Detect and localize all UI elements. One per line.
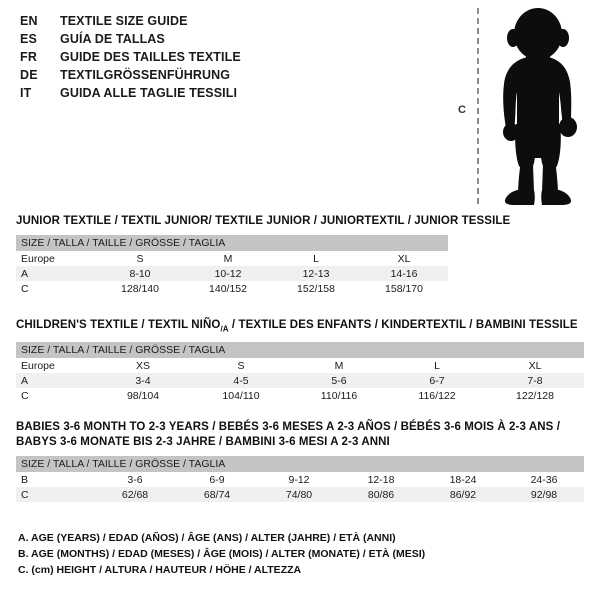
cell: 6-7 [388, 373, 486, 389]
language-title: GUIDE DES TAILLES TEXTILE [60, 50, 241, 64]
cell: 92/98 [504, 487, 585, 502]
row-label: B [16, 472, 94, 487]
cell: 12-18 [340, 472, 422, 487]
cell: 62/68 [94, 487, 176, 502]
cell: 86/92 [422, 487, 504, 502]
cell: M [184, 251, 272, 266]
junior-size-table: SIZE / TALLA / TAILLE / GRÖSSE / TAGLIA … [16, 235, 449, 296]
cell: 68/74 [176, 487, 258, 502]
cell: S [192, 358, 290, 374]
language-code: DE [20, 68, 38, 82]
table-row: B 3-6 6-9 9-12 12-18 18-24 24-36 [16, 472, 585, 487]
language-code: IT [20, 86, 32, 100]
cell: 24-36 [504, 472, 585, 487]
cell: 3-6 [94, 472, 176, 487]
language-title: GUIDA ALLE TAGLIE TESSILI [60, 86, 238, 100]
cell: 74/80 [258, 487, 340, 502]
table-row: C 98/104 104/110 110/116 116/122 122/128 [16, 388, 584, 404]
section-childrens-textile: CHILDREN'S TEXTILE / TEXTIL NIÑO/A / TEX… [16, 318, 584, 404]
size-header-label: SIZE / TALLA / TAILLE / GRÖSSE / TAGLIA [16, 235, 449, 251]
table-row: C 62/68 68/74 74/80 80/86 86/92 92/98 [16, 487, 585, 502]
row-label: A [16, 266, 96, 281]
language-title: TEXTILE SIZE GUIDE [60, 14, 188, 28]
language-code: EN [20, 14, 38, 28]
section-title: CHILDREN'S TEXTILE / TEXTIL NIÑO/A / TEX… [16, 318, 584, 336]
table-header-bar: SIZE / TALLA / TAILLE / GRÖSSE / TAGLIA [16, 235, 449, 251]
cell: 3-4 [94, 373, 192, 389]
cell: 5-6 [290, 373, 388, 389]
figure-area: C [440, 0, 600, 215]
cell: 6-9 [176, 472, 258, 487]
table-header-bar: SIZE / TALLA / TAILLE / GRÖSSE / TAGLIA [16, 342, 584, 359]
language-row: ES GUÍA DE TALLAS [20, 32, 320, 50]
section-junior-textile: JUNIOR TEXTILE / TEXTIL JUNIOR/ TEXTILE … [16, 214, 511, 296]
legend-block: A. AGE (YEARS) / EDAD (AÑOS) / ÂGE (ANS)… [18, 530, 425, 578]
cell: 14-16 [360, 266, 449, 281]
cell: 10-12 [184, 266, 272, 281]
cell: 12-13 [272, 266, 360, 281]
table-row: Europe S M L XL [16, 251, 449, 266]
cell: 140/152 [184, 281, 272, 296]
section-title-pre: CHILDREN'S TEXTILE / TEXTIL NIÑO [16, 319, 221, 331]
cell: 152/158 [272, 281, 360, 296]
table-row: A 8-10 10-12 12-13 14-16 [16, 266, 449, 281]
row-label: Europe [16, 251, 96, 266]
table-row: A 3-4 4-5 5-6 6-7 7-8 [16, 373, 584, 389]
table-row: C 128/140 140/152 152/158 158/170 [16, 281, 449, 296]
cell: 80/86 [340, 487, 422, 502]
size-header-label: SIZE / TALLA / TAILLE / GRÖSSE / TAGLIA [16, 342, 584, 359]
table-row: Europe XS S M L XL [16, 358, 584, 374]
cell: L [388, 358, 486, 374]
size-header-label: SIZE / TALLA / TAILLE / GRÖSSE / TAGLIA [16, 456, 585, 472]
language-title: GUÍA DE TALLAS [60, 32, 165, 46]
row-label: Europe [16, 358, 94, 374]
babies-size-table: SIZE / TALLA / TAILLE / GRÖSSE / TAGLIA … [16, 456, 585, 502]
cell: XL [360, 251, 449, 266]
section-title-line2: BABYS 3-6 MONATE BIS 2-3 JAHRE / BAMBINI… [16, 436, 390, 448]
language-title: TEXTILGRÖSSENFÜHRUNG [60, 68, 231, 82]
cell: XL [486, 358, 584, 374]
cell: 116/122 [388, 388, 486, 404]
language-row: DE TEXTILGRÖSSENFÜHRUNG [20, 68, 320, 86]
toddler-silhouette-icon [503, 8, 577, 205]
cell: 9-12 [258, 472, 340, 487]
language-header-block: EN TEXTILE SIZE GUIDE ES GUÍA DE TALLAS … [20, 14, 320, 104]
cell: L [272, 251, 360, 266]
language-row: EN TEXTILE SIZE GUIDE [20, 14, 320, 32]
language-row: FR GUIDE DES TAILLES TEXTILE [20, 50, 320, 68]
legend-line-b: B. AGE (MONTHS) / EDAD (MESES) / ÂGE (MO… [18, 548, 426, 560]
section-title-line1: BABIES 3-6 MONTH TO 2-3 YEARS / BEBÉS 3-… [16, 421, 560, 433]
cell: 104/110 [192, 388, 290, 404]
cell: 4-5 [192, 373, 290, 389]
children-size-table: SIZE / TALLA / TAILLE / GRÖSSE / TAGLIA … [16, 342, 584, 404]
cell: 122/128 [486, 388, 584, 404]
section-babies-textile: BABIES 3-6 MONTH TO 2-3 YEARS / BEBÉS 3-… [16, 420, 585, 502]
cell: 98/104 [94, 388, 192, 404]
cell: 8-10 [96, 266, 184, 281]
height-measure-line [477, 8, 479, 204]
cell: 18-24 [422, 472, 504, 487]
row-label: A [16, 373, 94, 389]
legend-line-a: A. AGE (YEARS) / EDAD (AÑOS) / ÂGE (ANS)… [18, 532, 396, 544]
cell: S [96, 251, 184, 266]
row-label: C [16, 487, 94, 502]
legend-line-c: C. (cm) HEIGHT / ALTURA / HAUTEUR / HÖHE… [18, 564, 302, 576]
row-label: C [16, 281, 96, 296]
row-label: C [16, 388, 94, 404]
cell: M [290, 358, 388, 374]
language-code: ES [20, 32, 38, 46]
cell: 110/116 [290, 388, 388, 404]
cell: 128/140 [96, 281, 184, 296]
height-measure-label: C [458, 104, 466, 116]
cell: XS [94, 358, 192, 374]
cell: 158/170 [360, 281, 449, 296]
section-title-subscript: /A [220, 324, 229, 334]
language-code: FR [20, 50, 38, 64]
section-title-post: / TEXTILE DES ENFANTS / KINDERTEXTIL / B… [228, 319, 578, 331]
language-row: IT GUIDA ALLE TAGLIE TESSILI [20, 86, 320, 104]
section-title: JUNIOR TEXTILE / TEXTIL JUNIOR/ TEXTILE … [16, 215, 511, 227]
table-header-bar: SIZE / TALLA / TAILLE / GRÖSSE / TAGLIA [16, 456, 585, 472]
cell: 7-8 [486, 373, 584, 389]
